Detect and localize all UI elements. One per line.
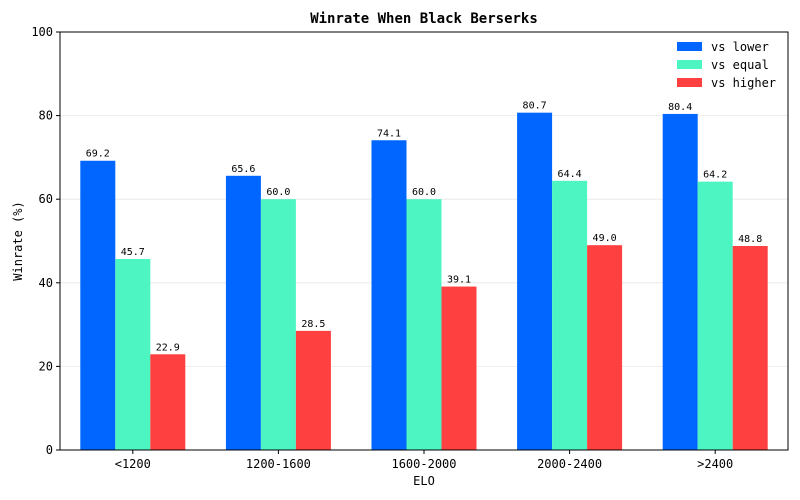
bar [732,246,768,450]
bar [662,113,698,450]
x-tick-label: 1200-1600 [246,457,311,471]
bar-value-label: 39.1 [447,275,471,286]
bar-value-label: 49.0 [593,233,617,244]
y-tick-label: 100 [31,25,53,39]
bar-value-label: 80.7 [523,101,547,112]
y-tick-label: 0 [46,443,53,457]
bar [552,180,588,451]
bar [587,245,623,450]
bar-value-label: 48.8 [738,234,762,245]
bar-value-label: 60.0 [412,187,436,198]
bar [150,354,186,450]
bar-value-label: 80.4 [668,102,692,113]
legend-entry: vs equal [711,58,769,72]
bar [80,160,116,450]
bar-value-labels: 69.2 45.7 22.9 65.6 60.0 28.5 74.1 60.0 39.1 80.7… [86,101,762,354]
legend-swatch [677,78,702,87]
bar-value-label: 65.6 [231,164,255,175]
x-axis-label: ELO [413,474,435,488]
y-axis: 0 20 40 60 80 100 [31,25,60,457]
x-tick-label: 1600-2000 [391,457,456,471]
bar-value-label: 64.2 [703,170,727,181]
bar-value-label: 28.5 [301,319,325,330]
bar-value-label: 64.4 [558,169,582,180]
x-tick-label: <1200 [115,457,151,471]
bar [697,181,733,451]
y-tick-label: 20 [39,359,53,373]
y-axis-label: Winrate (%) [11,201,25,280]
bar [371,140,407,450]
bars [80,112,768,451]
x-axis: <1200 1200-1600 1600-2000 2000-2400 >2400 [115,450,733,471]
bar [260,199,296,450]
bar [115,258,151,450]
bar [517,112,553,450]
bar [295,330,331,450]
legend-entry: vs lower [711,40,769,54]
legend: vs lower vs equal vs higher [677,40,776,90]
y-tick-label: 40 [39,276,53,290]
y-tick-label: 80 [39,109,53,123]
bar-value-label: 45.7 [121,247,145,258]
bar [225,175,261,451]
legend-swatch [677,60,702,69]
bar [441,286,477,450]
legend-swatch [677,42,702,51]
x-tick-label: >2400 [697,457,733,471]
bar-value-label: 22.9 [156,342,180,353]
bar-value-label: 74.1 [377,128,401,139]
bar-value-label: 60.0 [266,187,290,198]
legend-entry: vs higher [711,76,776,90]
bar [406,199,442,450]
chart-title: Winrate When Black Berserks [310,11,538,27]
plot-frame [59,31,789,451]
y-tick-label: 60 [39,192,53,206]
x-tick-label: 2000-2400 [537,457,602,471]
bar-value-label: 69.2 [86,149,110,160]
